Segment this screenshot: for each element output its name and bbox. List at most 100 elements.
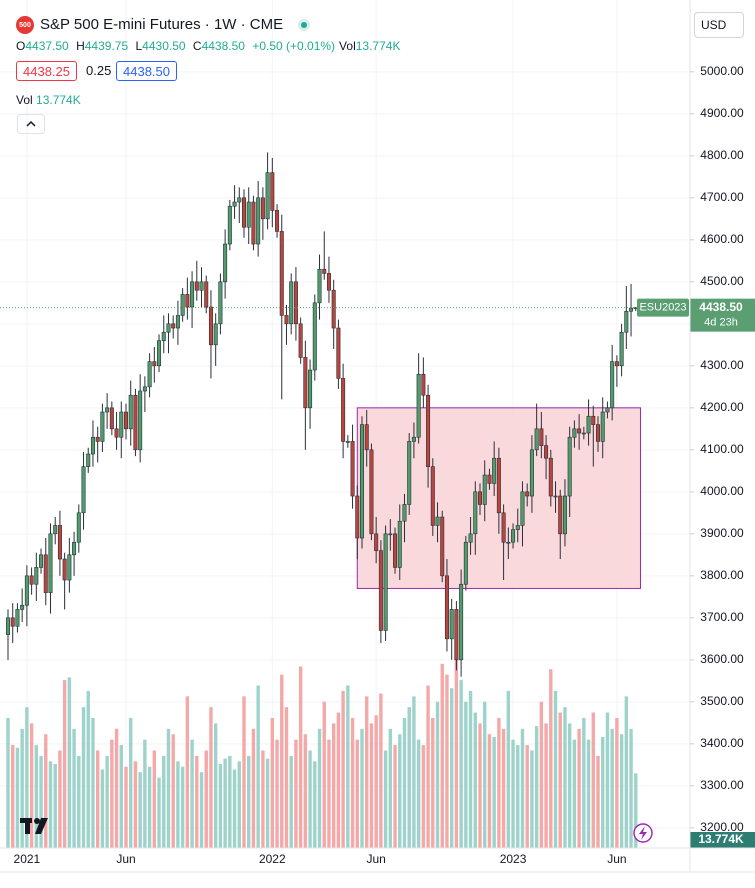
volume-bar	[624, 696, 629, 848]
volume-bar	[275, 739, 279, 848]
volume-bar	[270, 718, 275, 848]
candle-body	[558, 495, 563, 535]
candle-body	[265, 172, 270, 220]
collapse-button[interactable]	[17, 114, 45, 134]
volume-bar	[516, 745, 520, 848]
candle-body	[109, 407, 114, 430]
candle-body	[138, 390, 143, 451]
volume-bar	[242, 696, 246, 848]
volume-bar	[388, 728, 393, 848]
candle-body	[29, 575, 34, 585]
y-tick-label: 4300.00	[700, 358, 744, 372]
volume-bar	[247, 755, 251, 848]
candle-body	[322, 268, 327, 274]
volume-bar	[308, 750, 312, 848]
volume-bar	[25, 707, 29, 848]
candle-body	[515, 525, 520, 530]
volume-bar	[67, 677, 72, 848]
candle-body	[506, 541, 511, 544]
candle-body	[492, 457, 497, 484]
volume-bar	[539, 701, 544, 848]
candle-body	[534, 428, 539, 451]
ohlc-key: C	[192, 39, 202, 53]
sell-button[interactable]: 4438.25	[16, 61, 77, 81]
volume-bar	[355, 739, 359, 848]
symbol-tag-bg	[637, 298, 689, 317]
y-tick-label: 3700.00	[700, 610, 744, 624]
candle-body	[48, 533, 53, 593]
candle-body	[275, 210, 280, 232]
volume-bar	[341, 690, 345, 848]
candle-body	[591, 415, 596, 425]
candle-body	[605, 407, 610, 413]
candle-body	[190, 281, 195, 308]
candle-body	[553, 495, 558, 498]
volume-bar	[34, 745, 39, 848]
volume-bar	[129, 718, 133, 848]
volume-bar	[483, 701, 487, 848]
volume-bar	[393, 745, 397, 848]
candle-body	[359, 424, 364, 539]
candle-body	[20, 604, 25, 610]
candle-body	[501, 512, 506, 543]
volume-bar	[549, 669, 553, 848]
candle-body	[246, 201, 251, 228]
y-tick-label: 5000.00	[700, 64, 744, 78]
candle-body	[383, 533, 388, 631]
candle-body	[204, 281, 209, 308]
candle-body	[86, 453, 91, 467]
tv-logo	[20, 818, 48, 834]
volume-bar	[11, 745, 15, 848]
candle-body	[454, 609, 459, 661]
volume-bar	[29, 723, 34, 848]
y-tick-label: 3400.00	[700, 736, 744, 750]
volume-bar	[114, 728, 119, 848]
volume-bar	[383, 750, 388, 848]
volume-bar	[511, 739, 515, 848]
volume-bar	[492, 736, 496, 848]
y-tick-label: 4200.00	[700, 400, 744, 414]
volume-bar	[180, 766, 185, 848]
ohlc-key: Vol	[339, 39, 356, 53]
y-tick-label: 4600.00	[700, 232, 744, 246]
volume-tag-bg	[690, 832, 755, 848]
candle-body	[227, 205, 232, 245]
volume-bar	[62, 680, 67, 848]
candle-body	[303, 357, 308, 409]
volume-bar	[313, 761, 317, 848]
candle-body	[397, 520, 402, 568]
ohlc-legend: O4437.50 H4439.75 L4430.50 C4438.50 +0.5…	[16, 39, 404, 53]
volume-bar	[374, 715, 378, 848]
candle-body	[336, 327, 341, 379]
candle-body	[548, 457, 553, 497]
volume-bar	[346, 685, 350, 848]
volume-bar	[365, 696, 369, 848]
volume-bar	[303, 734, 308, 848]
volume-bar	[294, 739, 298, 848]
candle-body	[119, 411, 124, 438]
candle-body	[133, 394, 138, 451]
volume-bar	[143, 739, 147, 848]
candle-body	[331, 289, 336, 329]
buy-button[interactable]: 4438.50	[116, 61, 177, 81]
ohlc-value: 4437.50	[25, 39, 69, 53]
volume-bar	[15, 747, 20, 848]
candle-body	[147, 361, 152, 388]
candle-body	[308, 369, 313, 409]
chart-title: S&P 500 E-mini Futures · 1W · CME	[40, 16, 284, 33]
currency-button[interactable]: USD	[694, 12, 744, 38]
y-tick-label: 4500.00	[700, 274, 744, 288]
candle-body	[459, 583, 464, 661]
volume-bar	[412, 696, 416, 848]
lightning-icon[interactable]	[633, 823, 653, 843]
ohlc-value: 4430.50	[142, 39, 186, 53]
candle-body	[114, 428, 119, 438]
candle-body	[124, 411, 129, 430]
candle-body	[62, 558, 67, 581]
volume-bar	[77, 755, 81, 848]
candle-body	[496, 457, 501, 514]
volume-bar	[553, 690, 558, 848]
candle-body	[293, 281, 298, 325]
candle-body	[15, 609, 20, 627]
candle-body	[171, 323, 176, 329]
